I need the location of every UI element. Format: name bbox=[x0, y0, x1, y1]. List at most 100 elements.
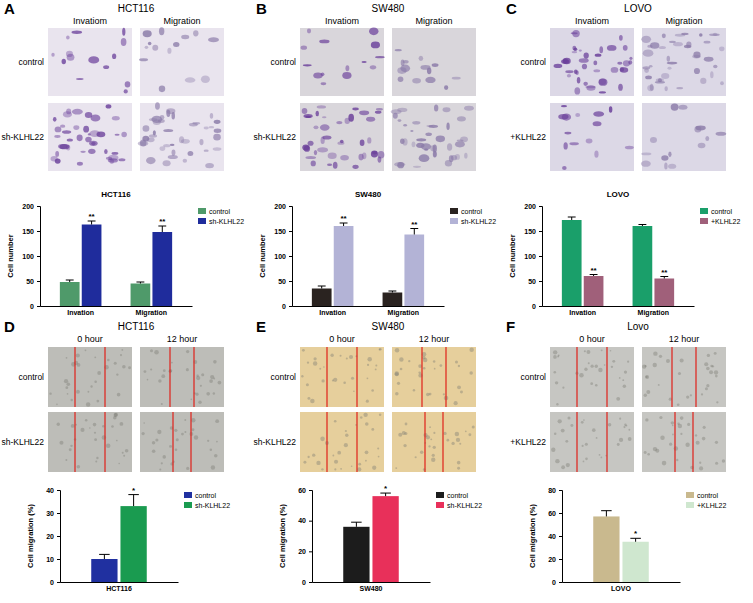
x-axis: InvationMigration bbox=[543, 306, 695, 317]
texture bbox=[624, 370, 627, 373]
y-axis-title: Cell number bbox=[508, 234, 517, 277]
cell bbox=[599, 79, 608, 86]
y-axis: 010203040 bbox=[46, 487, 60, 586]
y-axis-title: Cell migration (%) bbox=[528, 504, 537, 568]
cell bbox=[88, 149, 95, 154]
cell bbox=[403, 124, 407, 127]
texture bbox=[210, 448, 212, 450]
error-bar-stem bbox=[635, 538, 636, 541]
wound-edge bbox=[576, 412, 577, 472]
cell bbox=[122, 28, 125, 36]
cell bbox=[607, 45, 617, 51]
cell bbox=[340, 155, 349, 161]
cell bbox=[650, 137, 657, 143]
significance: * bbox=[384, 484, 388, 493]
cell bbox=[181, 35, 189, 39]
cell bbox=[145, 46, 149, 49]
cell bbox=[693, 52, 700, 59]
texture bbox=[66, 357, 68, 359]
texture bbox=[604, 364, 606, 366]
cell bbox=[645, 76, 652, 80]
y-tick-label: 60 bbox=[548, 510, 556, 517]
texture bbox=[415, 456, 417, 458]
y-tick-label: 20 bbox=[298, 548, 306, 555]
texture bbox=[337, 451, 341, 455]
cell bbox=[410, 130, 413, 132]
y-tick-mark bbox=[57, 490, 60, 491]
texture bbox=[367, 364, 369, 366]
texture bbox=[94, 438, 97, 441]
legend-swatch bbox=[436, 502, 444, 508]
cell bbox=[704, 41, 711, 44]
cell bbox=[655, 81, 665, 83]
cell bbox=[620, 67, 624, 72]
micrograph bbox=[140, 412, 224, 472]
texture bbox=[378, 456, 380, 458]
error-bar bbox=[158, 226, 166, 232]
micrograph-background bbox=[300, 103, 384, 171]
micrograph bbox=[391, 103, 476, 171]
texture bbox=[120, 422, 124, 426]
panel-title: SW480 bbox=[372, 3, 405, 14]
texture bbox=[169, 445, 172, 448]
y-tick: 150 bbox=[524, 228, 542, 235]
error-bar bbox=[318, 286, 326, 289]
y-tick: 50 bbox=[278, 278, 292, 285]
x-tick: Invation bbox=[569, 306, 596, 316]
texture bbox=[592, 428, 596, 432]
texture bbox=[365, 460, 367, 462]
y-axis: 050100150200 bbox=[274, 203, 292, 310]
texture bbox=[122, 452, 124, 454]
cell bbox=[188, 151, 194, 156]
texture bbox=[152, 449, 156, 453]
column-label: 12 hour bbox=[167, 334, 198, 344]
bar bbox=[383, 293, 403, 307]
texture bbox=[645, 375, 649, 379]
panel: FLovo0 hour12 hourcontrol+KLHL22 bbox=[506, 318, 726, 472]
bar bbox=[91, 559, 117, 582]
texture bbox=[121, 349, 123, 351]
cell bbox=[371, 41, 380, 48]
texture bbox=[669, 398, 672, 401]
texture bbox=[454, 401, 458, 405]
error-bar-stem bbox=[356, 522, 357, 527]
y-tick-label: 50 bbox=[528, 278, 536, 285]
texture bbox=[399, 357, 403, 361]
column-label: 12 hour bbox=[419, 334, 450, 344]
texture bbox=[161, 374, 165, 378]
texture bbox=[423, 367, 426, 370]
cell bbox=[561, 59, 569, 64]
annotations: * bbox=[634, 529, 638, 538]
error-bar bbox=[351, 522, 362, 527]
texture bbox=[433, 446, 436, 449]
texture bbox=[413, 389, 415, 391]
texture bbox=[558, 419, 562, 423]
texture bbox=[627, 361, 629, 363]
texture bbox=[214, 454, 218, 458]
texture bbox=[555, 459, 559, 463]
micrograph bbox=[300, 412, 384, 472]
cell bbox=[593, 69, 600, 72]
texture bbox=[114, 362, 117, 365]
texture bbox=[116, 440, 118, 442]
legend: control+KLHL22 bbox=[686, 492, 726, 509]
cell bbox=[91, 142, 95, 145]
column-label: 0 hour bbox=[329, 334, 355, 344]
texture bbox=[71, 424, 75, 428]
texture bbox=[334, 468, 336, 470]
texture bbox=[608, 423, 612, 427]
texture bbox=[345, 434, 348, 437]
texture bbox=[56, 403, 58, 405]
texture bbox=[184, 419, 186, 421]
cell bbox=[398, 77, 404, 82]
micrograph bbox=[550, 28, 634, 96]
texture bbox=[218, 381, 222, 385]
cell bbox=[650, 84, 654, 91]
texture bbox=[301, 375, 303, 377]
cell bbox=[572, 30, 580, 37]
y-axis: 050100150200 bbox=[524, 203, 542, 310]
y-tick: 0 bbox=[282, 303, 292, 310]
panel: AHCT116InvatiomMigrationcontrolsh-KLHL22 bbox=[1, 0, 224, 171]
texture bbox=[674, 446, 678, 450]
legend: controlsh-KLHL22 bbox=[450, 208, 496, 225]
